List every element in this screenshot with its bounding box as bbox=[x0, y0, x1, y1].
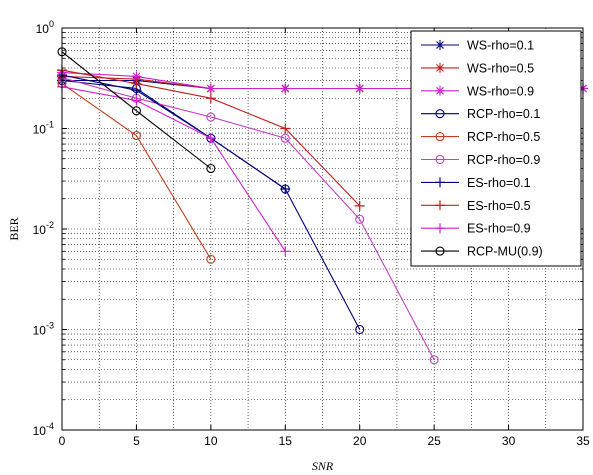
legend: WS-rho=0.1 WS-rho=0.5 WS-rho=0.9 RCP-rho=0.… bbox=[410, 30, 582, 267]
data-point-marker bbox=[206, 112, 216, 122]
y-tick-label: 10-3 bbox=[33, 321, 54, 338]
y-axis-label: BER bbox=[7, 217, 21, 240]
legend-item: ES-rho=0.5 bbox=[421, 199, 531, 213]
series-es-rho-0-5 bbox=[57, 65, 365, 211]
x-tick-label: 10 bbox=[204, 434, 218, 448]
legend-item: ES-rho=0.1 bbox=[421, 176, 531, 190]
legend-label: RCP-rho=0.1 bbox=[467, 107, 540, 121]
legend-label: WS-rho=0.9 bbox=[467, 84, 534, 98]
legend-item: ES-rho=0.9 bbox=[421, 222, 531, 236]
legend-label: WS-rho=0.5 bbox=[467, 61, 534, 75]
legend-label: RCP-MU(0.9) bbox=[467, 245, 543, 259]
data-point-marker bbox=[205, 93, 216, 104]
data-point-marker bbox=[206, 163, 216, 174]
data-point-marker bbox=[435, 62, 445, 73]
y-tick-label: 10-4 bbox=[33, 421, 54, 438]
data-point-marker bbox=[131, 131, 141, 141]
data-point-marker bbox=[280, 246, 291, 257]
series-line bbox=[61, 51, 212, 169]
legend-label: RCP-rho=0.5 bbox=[467, 130, 540, 144]
legend-item: RCP-rho=0.1 bbox=[421, 107, 540, 121]
x-tick-label: 15 bbox=[279, 434, 293, 448]
data-point-marker bbox=[205, 133, 216, 144]
x-tick-label: 25 bbox=[427, 434, 441, 448]
data-point-marker bbox=[435, 40, 445, 50]
data-point-marker bbox=[355, 214, 365, 224]
data-point-marker bbox=[435, 200, 445, 211]
x-tick-label: 35 bbox=[576, 434, 590, 448]
data-point-marker bbox=[354, 200, 365, 211]
legend-label: ES-rho=0.1 bbox=[467, 176, 531, 190]
series-line bbox=[61, 83, 212, 260]
legend-item: RCP-rho=0.9 bbox=[421, 153, 540, 167]
x-axis-label: SNR bbox=[312, 459, 334, 473]
legend-item: WS-rho=0.5 bbox=[421, 61, 534, 75]
series-line bbox=[61, 77, 435, 361]
data-point-marker bbox=[435, 109, 445, 119]
data-point-marker bbox=[429, 355, 439, 365]
data-point-marker bbox=[131, 106, 141, 116]
data-point-marker bbox=[131, 95, 142, 106]
x-tick-label: 30 bbox=[502, 434, 516, 448]
series-line bbox=[61, 86, 286, 252]
data-point-marker bbox=[131, 78, 142, 89]
y-tick-label: 10-1 bbox=[33, 120, 54, 137]
series-es-rho-0-9 bbox=[57, 81, 291, 257]
legend-item: WS-rho=0.9 bbox=[421, 84, 534, 98]
legend-item: RCP-rho=0.5 bbox=[421, 130, 540, 144]
legend-box bbox=[410, 30, 582, 267]
data-point-marker bbox=[435, 177, 445, 188]
data-point-marker bbox=[435, 154, 445, 165]
data-point-marker bbox=[280, 184, 291, 195]
legend-label: ES-rho=0.9 bbox=[467, 222, 531, 236]
y-tick-label: 10-2 bbox=[33, 220, 54, 237]
data-point-marker bbox=[205, 83, 216, 94]
legend-label: ES-rho=0.5 bbox=[467, 199, 531, 213]
data-point-marker bbox=[355, 324, 365, 335]
x-tick-label: 0 bbox=[59, 434, 66, 448]
data-point-marker bbox=[435, 246, 445, 256]
legend-item: RCP-MU(0.9) bbox=[421, 245, 543, 259]
data-point-marker bbox=[280, 123, 291, 134]
data-point-marker bbox=[280, 133, 290, 143]
legend-label: WS-rho=0.1 bbox=[467, 39, 534, 53]
data-point-marker bbox=[435, 223, 445, 234]
x-tick-label: 20 bbox=[353, 434, 367, 448]
data-point-marker bbox=[435, 85, 445, 96]
data-point-marker bbox=[354, 83, 365, 94]
y-tick-label: 100 bbox=[36, 19, 54, 36]
data-point-marker bbox=[280, 83, 291, 94]
legend-label: RCP-rho=0.9 bbox=[467, 153, 540, 167]
data-point-marker bbox=[206, 254, 216, 264]
data-point-marker bbox=[131, 71, 142, 82]
series-line bbox=[61, 74, 286, 190]
data-point-marker bbox=[435, 132, 445, 142]
legend-item: WS-rho=0.1 bbox=[421, 39, 534, 53]
x-tick-label: 5 bbox=[133, 434, 140, 448]
